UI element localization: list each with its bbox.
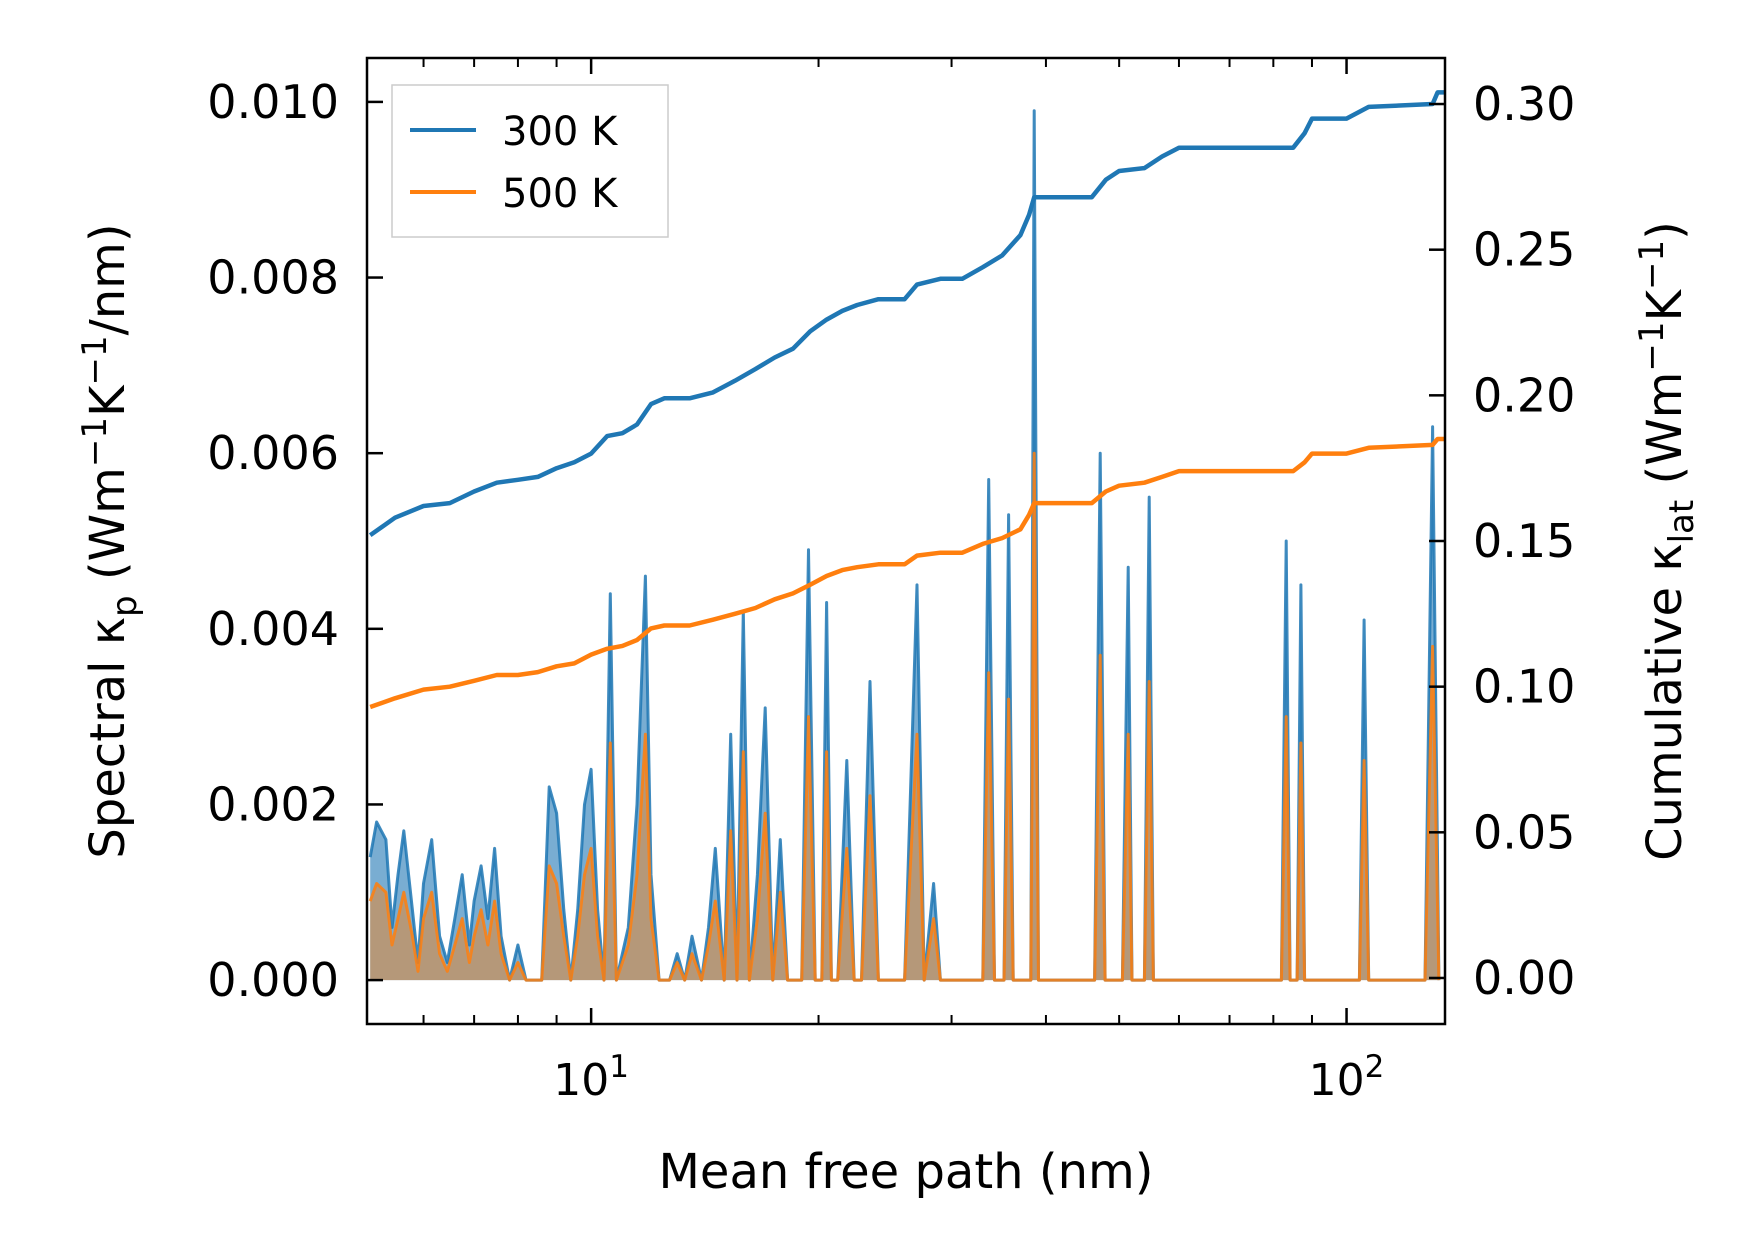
right-tick-label: 0.05	[1473, 805, 1575, 859]
ticks-layer: 0.000 0.002 0.004 0.006 0.008 0.010 0.00 0.05 0.…	[207, 58, 1575, 1024]
legend-box	[391, 84, 669, 238]
left-tick-label: 0.006	[207, 426, 339, 480]
right-tick-label: 0.30	[1473, 77, 1575, 131]
spectral-line-300k	[368, 109, 1441, 982]
right-tick-label: 0.20	[1473, 368, 1575, 422]
right-tick-label: 0.25	[1473, 223, 1575, 277]
left-axis-label: Spectral κp (Wm−1K−1/nm)	[75, 223, 145, 858]
left-tick-label: 0.008	[207, 251, 339, 305]
left-tick-label: 0.004	[207, 602, 339, 656]
cumulative-line-500k	[369, 436, 1445, 710]
cumulative-layer	[368, 90, 1445, 710]
right-axis-label: Cumulative κlat (Wm−1K−1)	[1632, 221, 1702, 861]
legend-label-300k: 300 K	[502, 109, 619, 155]
left-tick-label: 0.002	[207, 777, 339, 831]
legend: 300 K 500 K	[391, 84, 669, 238]
left-tick-label: 0.000	[207, 953, 339, 1007]
right-tick-label: 0.10	[1473, 660, 1575, 714]
x-tick-label: 101	[553, 1049, 629, 1106]
legend-label-500k: 500 K	[502, 171, 619, 217]
right-tick-label: 0.15	[1473, 514, 1575, 568]
left-tick-label: 0.010	[207, 75, 339, 129]
x-tick-label: 102	[1309, 1049, 1385, 1106]
spectral-layer	[368, 109, 1441, 982]
right-tick-label: 0.00	[1473, 951, 1575, 1005]
cumulative-line-300k	[368, 90, 1445, 538]
spectral-line-500k	[368, 451, 1441, 982]
x-axis-label: Mean free path (nm)	[659, 1144, 1154, 1200]
